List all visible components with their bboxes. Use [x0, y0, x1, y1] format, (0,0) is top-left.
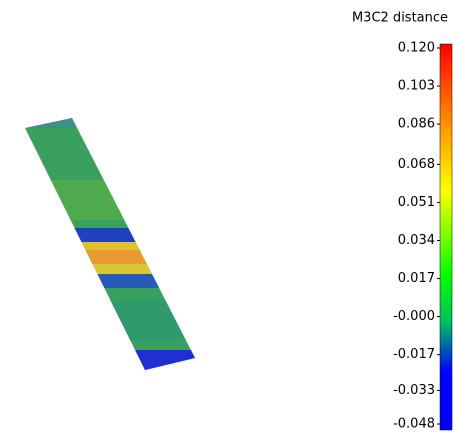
tick-label: 0.068 [398, 157, 435, 172]
tick-label: 0.103 [398, 79, 435, 94]
tick-label: -0.048 [393, 417, 435, 432]
tick-label: -0.017 [393, 347, 435, 362]
colorbar [439, 43, 453, 431]
tick-label: -0.000 [393, 309, 435, 324]
colorbar-title: M3C2 distance [352, 11, 448, 26]
tick-label: 0.120 [398, 41, 435, 56]
tick-label: -0.033 [393, 383, 435, 398]
tick-label: 0.086 [398, 117, 435, 132]
tick-label: 0.051 [398, 195, 435, 210]
tick-label: 0.034 [398, 233, 435, 248]
tick-label: 0.017 [398, 271, 435, 286]
point-cloud [25, 118, 195, 370]
